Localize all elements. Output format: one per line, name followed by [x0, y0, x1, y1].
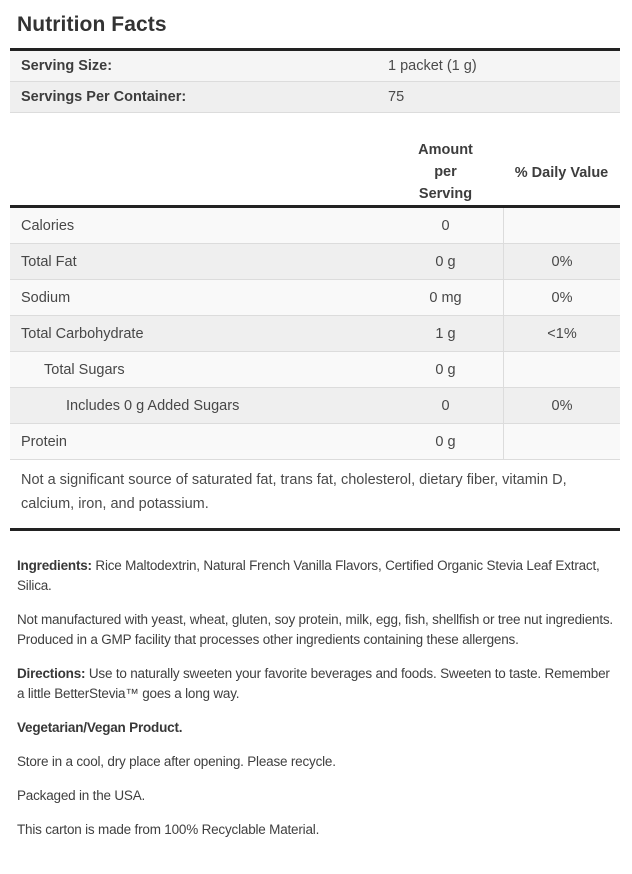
- daily-value-cell: 0%: [503, 244, 620, 280]
- ingredients-label: Ingredients:: [17, 558, 92, 574]
- amount-cell: 0 mg: [429, 289, 462, 306]
- table-row-calories: Calories 0: [10, 208, 620, 245]
- row-label: Total Sugars: [44, 361, 125, 378]
- product-details-section: Ingredients: Rice Maltodextrin, Natural …: [10, 556, 620, 874]
- amount-cell: 0 g: [435, 253, 456, 270]
- header-daily-value: % Daily Value: [514, 164, 609, 181]
- amount-cell: 0 g: [435, 433, 456, 450]
- packaged-note: Packaged in the USA.: [17, 788, 146, 804]
- ingredients-text: Rice Maltodextrin, Natural French Vanill…: [17, 558, 600, 594]
- table-row-total-fat: Total Fat 0 g 0%: [10, 244, 620, 281]
- amount-cell: 0 g: [435, 361, 456, 378]
- serving-size-value: 1 packet (1 g): [388, 58, 477, 74]
- serving-size-row: Serving Size: 1 packet (1 g): [10, 51, 620, 82]
- directions-paragraph: Directions: Use to naturally sweeten you…: [17, 664, 614, 705]
- servings-per-container-value: 75: [388, 89, 405, 105]
- daily-value-cell: 0%: [503, 280, 620, 316]
- nutrition-footnote: Not a significant source of saturated fa…: [10, 460, 620, 532]
- table-row-sodium: Sodium 0 mg 0%: [10, 280, 620, 317]
- table-row-total-sugars: Total Sugars 0 g: [10, 352, 620, 389]
- servings-per-container-row: Servings Per Container: 75: [10, 82, 620, 113]
- amount-cell: 1 g: [435, 325, 456, 342]
- daily-value-cell: 0%: [503, 388, 620, 424]
- nutrition-table-body: Calories 0 Total Fat 0 g 0% Sodium 0 mg …: [10, 208, 620, 461]
- directions-label: Directions:: [17, 666, 86, 682]
- row-label: Calories: [21, 217, 75, 234]
- table-row-protein: Protein 0 g: [10, 424, 620, 461]
- table-row-added-sugars: Includes 0 g Added Sugars 0 0%: [10, 388, 620, 425]
- daily-value-cell: [503, 352, 620, 388]
- row-label: Total Carbohydrate: [21, 325, 144, 342]
- directions-text: Use to naturally sweeten your favorite b…: [17, 666, 610, 702]
- servings-per-container-label: Servings Per Container:: [21, 89, 187, 105]
- allergen-paragraph: Not manufactured with yeast, wheat, glut…: [17, 611, 613, 647]
- vegetarian-vegan-note: Vegetarian/Vegan Product.: [17, 719, 183, 735]
- row-label: Includes 0 g Added Sugars: [66, 397, 240, 414]
- nutrition-table: Amount per Serving % Daily Value Calorie…: [10, 140, 620, 532]
- row-label: Protein: [21, 433, 67, 450]
- daily-value-cell: <1%: [503, 316, 620, 352]
- amount-cell: 0: [441, 397, 450, 414]
- nutrition-table-header: Amount per Serving % Daily Value: [10, 140, 620, 209]
- recyclable-note: This carton is made from 100% Recyclable…: [17, 822, 320, 838]
- amount-cell: 0: [441, 217, 450, 234]
- row-label: Sodium: [21, 289, 71, 306]
- daily-value-cell: [503, 424, 620, 460]
- storage-note: Store in a cool, dry place after opening…: [17, 753, 336, 769]
- serving-size-label: Serving Size:: [21, 58, 113, 74]
- table-row-total-carbohydrate: Total Carbohydrate 1 g <1%: [10, 316, 620, 353]
- page-title: Nutrition Facts: [17, 13, 167, 36]
- header-amount-per-serving: Amount per Serving: [418, 142, 473, 202]
- serving-info-table: Serving Size: 1 packet (1 g) Servings Pe…: [10, 48, 620, 113]
- daily-value-cell: [503, 208, 620, 244]
- row-label: Total Fat: [21, 253, 77, 270]
- ingredients-paragraph: Ingredients: Rice Maltodextrin, Natural …: [17, 556, 614, 597]
- nutrition-facts-panel: Nutrition Facts Serving Size: 1 packet (…: [0, 13, 632, 874]
